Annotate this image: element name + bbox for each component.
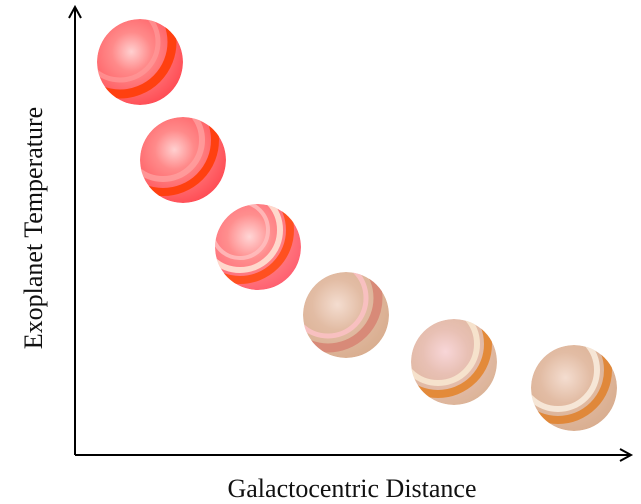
y-axis-label: Exoplanet Temperature [19,107,48,349]
planet [97,19,183,105]
x-axis-label: Galactocentric Distance [227,474,476,503]
axes [68,4,634,462]
planet [140,117,226,203]
planet [215,204,301,290]
planet [531,345,617,431]
planet [411,319,497,405]
planet [303,272,389,358]
